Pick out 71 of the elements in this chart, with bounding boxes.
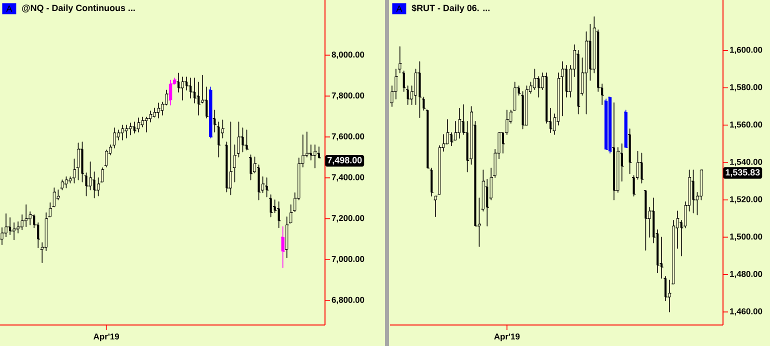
y-tick-label: 1,580.00 [730, 84, 762, 92]
candlestick [80, 142, 84, 182]
candlestick [524, 86, 529, 126]
candlestick [48, 202, 52, 218]
candlestick [60, 179, 64, 190]
y-tick-label: 7,600.00 [332, 133, 364, 141]
y-tick-label: 6,800.00 [332, 296, 364, 304]
candlestick [457, 108, 462, 139]
y-tick-label: 8,000.00 [332, 52, 364, 59]
candlestick [624, 110, 628, 148]
candlestick [212, 110, 217, 132]
candlestick [604, 98, 608, 150]
text: 7,498.00 [328, 156, 362, 165]
candlestick [132, 122, 137, 134]
candlestick [276, 201, 282, 228]
candlestick [168, 80, 173, 106]
y-tick-label: 1,540.00 [730, 158, 762, 166]
y-tick-label: 1,520.00 [730, 196, 762, 204]
candlestick [433, 196, 438, 218]
candlestick [120, 124, 125, 140]
candlestick [640, 152, 644, 184]
candlestick [228, 122, 233, 196]
candlestick [608, 96, 612, 154]
y-tick-label: 1,500.00 [730, 234, 762, 241]
candlestick [268, 194, 274, 218]
annotation: A [6, 6, 12, 12]
candlestick [418, 61, 422, 118]
candlestick [136, 118, 141, 132]
candlestick [64, 176, 68, 188]
x-tick-label: Apr'19 [94, 334, 120, 342]
y-tick-label: 1,600.00 [730, 46, 762, 54]
candlestick [72, 158, 76, 184]
candlestick [232, 144, 237, 182]
candlestick [256, 164, 262, 200]
candlestick [208, 86, 213, 138]
candlestick [156, 102, 161, 118]
candlestick [124, 124, 129, 138]
candlestick [128, 122, 133, 136]
annotation: A [396, 6, 402, 12]
candlestick [576, 50, 580, 114]
chart-title: $RUT - Daily 06. ... [412, 4, 490, 13]
chart-title: @NQ - Daily Continuous ... [22, 4, 135, 13]
text: 1,535.83 [726, 169, 760, 177]
candlestick [20, 214, 24, 230]
y-tick-label: 1,560.00 [730, 122, 762, 129]
y-tick-label: 7,800.00 [332, 92, 364, 100]
y-tick-label: 1,460.00 [730, 308, 762, 316]
x-tick-label: Apr'19 [494, 334, 520, 342]
candlestick [612, 102, 616, 200]
candlestick [312, 144, 318, 168]
candlestick [236, 122, 241, 158]
candlestick [644, 190, 648, 251]
y-tick-label: 1,480.00 [730, 270, 762, 278]
candlestick [280, 226, 286, 268]
candlestick [264, 177, 270, 198]
candlestick [92, 172, 96, 198]
candlestick [52, 187, 56, 208]
y-tick-label: 7,400.00 [332, 174, 364, 182]
candlestick [691, 170, 696, 214]
candlestick [100, 167, 105, 182]
candlestick [24, 204, 28, 228]
candlestick [628, 128, 632, 174]
candlestick [244, 130, 249, 150]
candlestick [248, 154, 253, 180]
candlestick [216, 122, 221, 158]
y-tick-label: 7,200.00 [332, 215, 364, 222]
candlestick [112, 128, 117, 148]
candlestick [422, 96, 426, 111]
candlestick [180, 76, 185, 101]
candlestick [76, 142, 80, 180]
y-tick-label: 7,000.00 [332, 256, 364, 264]
